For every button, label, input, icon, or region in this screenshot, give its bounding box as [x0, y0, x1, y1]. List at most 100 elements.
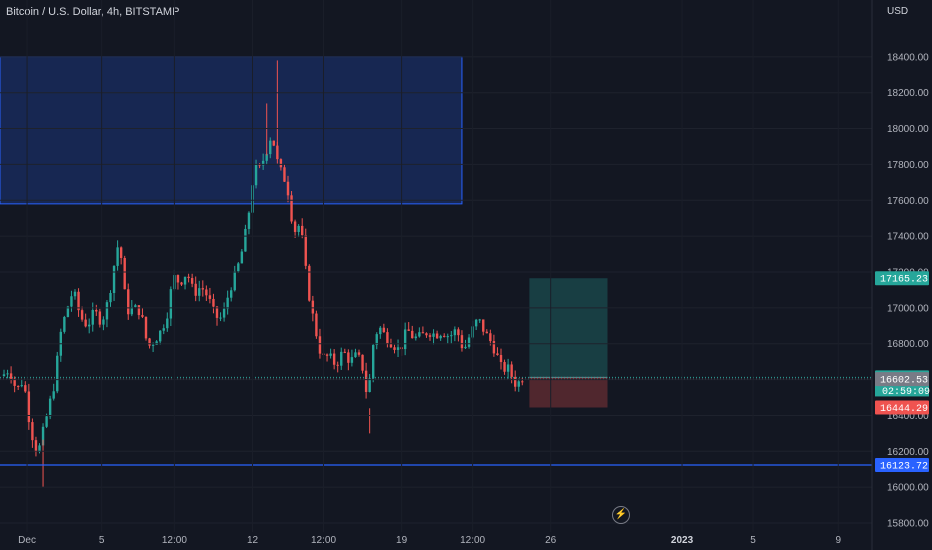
candle-body	[233, 271, 236, 291]
y-tick-label: 17400.00	[887, 232, 929, 243]
horizontal-lines-layer	[0, 376, 872, 466]
candle-body	[198, 288, 201, 296]
candle-body	[258, 164, 261, 166]
candle-body	[286, 181, 290, 196]
price-tag-label: 17165.23	[880, 275, 928, 286]
y-tick-label: 17800.00	[887, 160, 929, 171]
candle-body	[375, 334, 378, 346]
candle-body	[283, 167, 286, 182]
candle-body	[73, 291, 77, 297]
candle-body	[514, 376, 517, 387]
candle-body	[382, 327, 386, 333]
candle-body	[364, 370, 368, 392]
candle-body	[354, 352, 357, 358]
time-axis: Dec 5 12:00 12 12:00 19 12:00 26 2023 5 9	[18, 0, 841, 546]
supply-zone-rect	[0, 56, 463, 205]
candle-body	[414, 336, 417, 339]
candle-body	[269, 140, 272, 155]
candle-body	[457, 329, 460, 336]
symbol-title[interactable]: Bitcoin / U.S. Dollar, 4h, BITSTAMP	[6, 6, 180, 18]
candle-body	[506, 364, 510, 372]
x-tick-label: 5	[750, 535, 756, 546]
price-tag	[875, 400, 929, 415]
candle-body	[329, 353, 332, 356]
candle-body	[293, 221, 297, 232]
lightning-icon[interactable]: ⚡	[612, 506, 630, 524]
candle-body	[421, 332, 425, 334]
candle-body	[134, 305, 137, 308]
candle-body	[144, 316, 148, 339]
candle-body	[201, 288, 204, 290]
price-tag	[875, 372, 929, 387]
candle-body	[112, 265, 116, 293]
candle-body	[411, 330, 414, 339]
candle-body	[91, 309, 94, 325]
candles-layer	[2, 60, 524, 488]
candle-body	[9, 373, 13, 379]
candle-body	[98, 311, 102, 325]
price-tag	[875, 271, 929, 286]
candle-body	[368, 378, 371, 392]
candle-body	[88, 324, 91, 327]
candle-body	[70, 296, 73, 307]
candle-body	[435, 333, 439, 339]
candle-body	[407, 329, 410, 331]
candle-body	[17, 385, 20, 387]
candle-body	[446, 336, 449, 338]
price-tags-layer: 17165.2316612.0002:59:0916602.5316444.29…	[875, 271, 930, 472]
candle-body	[230, 290, 233, 298]
candle-body	[496, 353, 499, 356]
candle-body	[478, 319, 481, 321]
candle-body	[102, 319, 105, 325]
candle-body	[148, 338, 151, 346]
candle-body	[432, 333, 435, 337]
candle-body	[499, 355, 503, 363]
candle-body	[517, 381, 520, 387]
candle-body	[460, 335, 464, 349]
candle-body	[155, 341, 158, 345]
candle-body	[34, 440, 38, 452]
candle-body	[336, 364, 339, 366]
x-tick-label: 19	[396, 535, 408, 546]
long-stop-zone	[529, 377, 608, 408]
candle-body	[315, 313, 318, 337]
x-tick-label: 12:00	[162, 535, 187, 546]
candle-body	[453, 329, 457, 336]
candle-body	[272, 140, 275, 146]
price-tag-label: 16123.72	[880, 461, 928, 472]
candle-body	[350, 357, 354, 363]
candle-body	[503, 362, 506, 372]
candle-body	[343, 351, 346, 353]
candle-body	[180, 282, 183, 285]
x-tick-label: 9	[835, 535, 841, 546]
candle-body	[485, 331, 488, 334]
candle-body	[464, 346, 467, 349]
candle-body	[31, 422, 34, 441]
candle-body	[205, 289, 208, 296]
candle-body	[48, 398, 52, 417]
candle-body	[521, 381, 524, 383]
y-tick-label: 18200.00	[887, 88, 929, 99]
currency-label: USD	[887, 6, 909, 17]
candle-body	[2, 374, 6, 376]
x-tick-label: Dec	[18, 535, 36, 546]
candle-body	[247, 212, 251, 229]
y-tick-label: 16400.00	[887, 411, 929, 422]
candle-body	[510, 364, 513, 377]
candle-body	[219, 317, 222, 319]
price-tag-label: 16602.53	[880, 376, 928, 387]
candle-body	[137, 305, 141, 316]
y-tick-label: 16800.00	[887, 339, 929, 350]
bar-countdown-label: 02:59:09	[882, 387, 930, 398]
candle-body	[190, 278, 194, 284]
candle-body	[109, 292, 112, 303]
candle-body	[482, 319, 485, 332]
candle-body	[332, 353, 336, 365]
candle-body	[290, 195, 293, 222]
candle-body	[240, 251, 244, 264]
candle-body	[361, 354, 364, 371]
y-tick-label: 18400.00	[887, 52, 929, 63]
candle-body	[127, 289, 130, 315]
candle-body	[183, 276, 187, 285]
